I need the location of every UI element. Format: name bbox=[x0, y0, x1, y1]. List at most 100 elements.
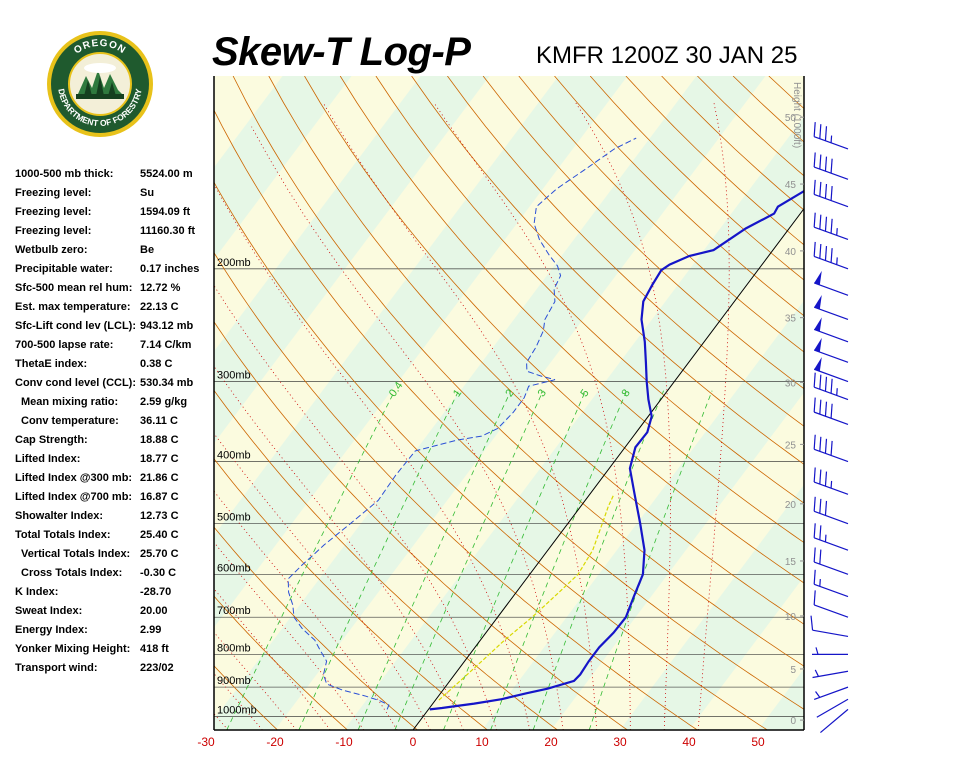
wind-barb-half bbox=[814, 669, 819, 677]
oregon-forestry-logo: OREGON DEPARTMENT OF FORESTRY bbox=[47, 31, 153, 137]
index-label: Yonker Mixing Height: bbox=[15, 643, 131, 655]
index-value: 7.14 C/km bbox=[140, 339, 192, 351]
dry-adiabat bbox=[518, 76, 804, 353]
index-row: Vertical Totals Index: 25.70 C bbox=[15, 548, 215, 567]
isotherm-band bbox=[214, 76, 352, 260]
wind-barb-half bbox=[836, 257, 838, 265]
wind-barb-full bbox=[813, 569, 816, 585]
wind-barb-full bbox=[813, 523, 816, 538]
index-label: Cross Totals Index: bbox=[21, 567, 123, 579]
wind-barb bbox=[813, 317, 849, 343]
wind-barb bbox=[816, 698, 849, 718]
index-value: 36.11 C bbox=[140, 415, 178, 427]
index-label: Wetbulb zero: bbox=[15, 244, 88, 256]
index-value: 12.73 C bbox=[140, 510, 179, 522]
height-tick-label: 15 bbox=[785, 557, 797, 568]
wind-barb-full bbox=[819, 214, 822, 230]
moist-adiabat bbox=[575, 102, 671, 730]
index-label: Total Totals Index: bbox=[15, 529, 111, 541]
wind-barb bbox=[813, 179, 849, 208]
dry-adiabat bbox=[214, 458, 488, 730]
mixing-ratio-label: 8 bbox=[620, 387, 633, 399]
wind-barb-full bbox=[819, 525, 822, 540]
moist-adiabat bbox=[214, 713, 229, 730]
wind-barb bbox=[813, 496, 849, 525]
height-tick-label: 45 bbox=[785, 180, 797, 191]
index-label: Est. max temperature: bbox=[15, 301, 131, 313]
x-tick-label: 40 bbox=[682, 735, 696, 749]
mixing-ratio-line bbox=[394, 390, 544, 730]
wind-barb bbox=[813, 357, 849, 383]
index-value: 5524.00 m bbox=[140, 168, 193, 180]
index-row: Est. max temperature: 22.13 C bbox=[15, 301, 215, 320]
wind-barb bbox=[813, 270, 849, 296]
wind-barb-full bbox=[813, 590, 816, 605]
index-value: 418 ft bbox=[140, 643, 169, 655]
wind-barb bbox=[812, 669, 849, 679]
pressure-label: 400mb bbox=[217, 450, 251, 462]
wind-barb-full bbox=[824, 471, 828, 487]
index-value: 20.00 bbox=[140, 605, 168, 617]
wind-barb-full bbox=[824, 156, 828, 172]
wind-barb-staff bbox=[812, 670, 849, 679]
wind-barb-staff bbox=[816, 698, 849, 718]
index-value: 943.12 mb bbox=[140, 320, 194, 332]
wind-barb-full bbox=[824, 438, 828, 454]
isotherm-band bbox=[214, 76, 766, 730]
index-label: 1000-500 mb thick: bbox=[15, 168, 114, 180]
wind-barb-pennant bbox=[814, 317, 822, 332]
isotherm-band bbox=[344, 116, 804, 730]
mixing-ratio-label: 2 bbox=[503, 387, 516, 399]
index-label: Vertical Totals Index: bbox=[21, 548, 131, 560]
chart-title: Skew-T Log-P bbox=[212, 30, 471, 74]
index-label: Lifted Index @700 mb: bbox=[15, 491, 133, 503]
index-label: Conv temperature: bbox=[21, 415, 119, 427]
x-tick-label: -10 bbox=[335, 735, 353, 749]
wind-barb-half bbox=[815, 647, 819, 655]
isotherm-band bbox=[758, 668, 804, 730]
wind-barb bbox=[810, 615, 849, 638]
index-value: 0.38 C bbox=[140, 358, 173, 370]
dry-adiabat bbox=[214, 526, 418, 730]
index-label: ThetaE index: bbox=[15, 358, 88, 370]
wind-barb-full bbox=[819, 399, 822, 415]
mixing-ratio-line bbox=[532, 390, 664, 730]
index-value: 25.40 C bbox=[140, 529, 179, 541]
wind-barb bbox=[813, 337, 849, 363]
wind-barb-pennant bbox=[814, 295, 822, 310]
wind-barb-full bbox=[824, 183, 828, 199]
index-value: 21.86 C bbox=[140, 472, 179, 484]
moist-adiabat bbox=[214, 631, 297, 730]
index-row: Wetbulb zero: Be bbox=[15, 244, 215, 263]
moist-adiabat bbox=[214, 183, 531, 730]
wind-barb-half bbox=[815, 691, 821, 698]
index-row: Energy Index: 2.99 bbox=[15, 624, 215, 643]
wind-barb bbox=[813, 295, 849, 321]
dry-adiabat bbox=[375, 76, 804, 504]
index-row: Mean mixing ratio: 2.59 g/kg bbox=[15, 396, 215, 415]
moist-adiabat bbox=[0, 458, 194, 730]
wind-barb bbox=[813, 212, 849, 241]
wind-barb-full bbox=[819, 498, 822, 514]
pressure-label: 200mb bbox=[217, 257, 251, 269]
dry-adiabat bbox=[214, 251, 698, 730]
height-tick-label: 10 bbox=[785, 612, 797, 623]
wind-barb bbox=[813, 467, 849, 495]
station-time-label: KMFR 1200Z 30 JAN 25 bbox=[536, 42, 798, 69]
moist-adiabat bbox=[214, 432, 431, 730]
moist-adiabat bbox=[322, 102, 598, 730]
wind-barb-full bbox=[819, 374, 822, 390]
mixing-ratio-line bbox=[490, 390, 628, 730]
height-tick-label: 20 bbox=[785, 500, 797, 511]
x-tick-label: 30 bbox=[613, 735, 627, 749]
wind-barb-staff bbox=[812, 629, 849, 638]
moist-adiabat bbox=[214, 284, 497, 730]
index-label: Sfc-Lift cond lev (LCL): bbox=[15, 320, 136, 332]
temperature-trace bbox=[429, 189, 804, 711]
height-tick-label: 0 bbox=[790, 716, 796, 727]
wind-barb-staff bbox=[820, 708, 849, 733]
dry-adiabat bbox=[214, 595, 348, 730]
parcel-trace bbox=[438, 494, 615, 701]
index-label: Transport wind: bbox=[15, 662, 98, 674]
